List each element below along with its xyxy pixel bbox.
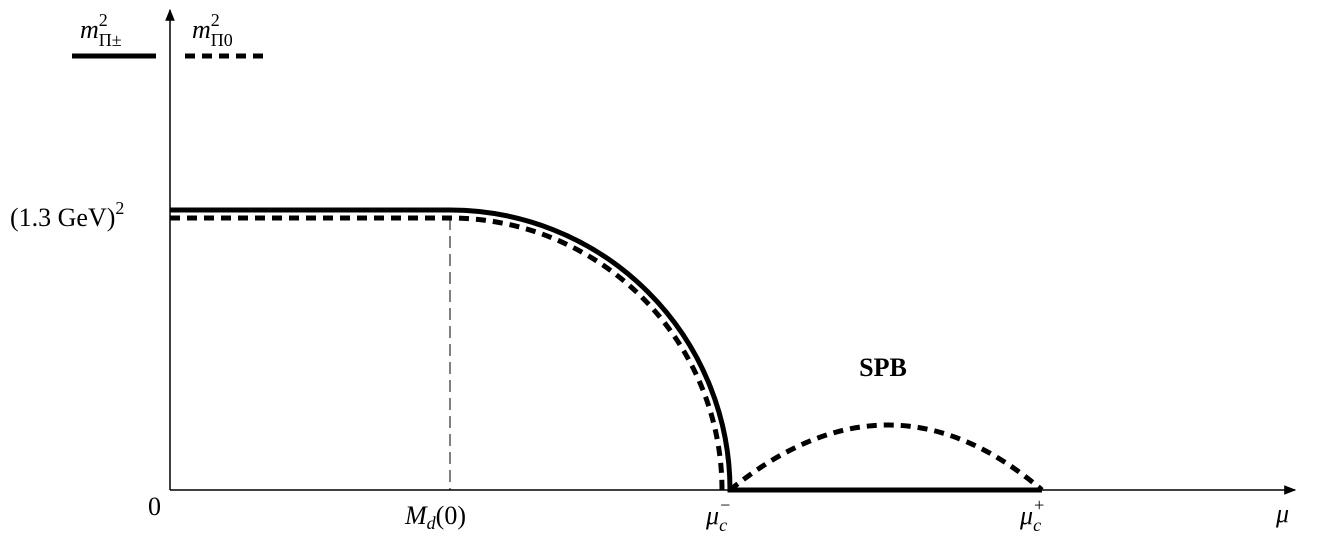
- sub: d: [427, 513, 437, 533]
- symbol: μ: [705, 501, 719, 530]
- sub: Π±: [99, 30, 122, 50]
- y-tick-label: (1.3 GeV)2: [10, 198, 124, 232]
- symbol: m: [80, 15, 99, 44]
- legend-label: m2 Π0: [192, 10, 233, 50]
- x-axis-label: μ: [1275, 499, 1289, 528]
- symbol: M: [404, 501, 428, 530]
- sup: 2: [99, 10, 108, 30]
- text: (1.3 GeV): [10, 203, 115, 232]
- x-tick-label: Md(0): [404, 501, 466, 533]
- neutral-pion-spb-curve: [728, 422, 1044, 492]
- sup: 2: [115, 198, 124, 218]
- sup: 2: [211, 10, 220, 30]
- symbol: μ: [1019, 501, 1033, 530]
- x-tick-label: μc−: [705, 495, 730, 535]
- rest: (0): [436, 501, 466, 530]
- symbol: m: [192, 15, 211, 44]
- legend-label: m2 Π±: [80, 10, 122, 50]
- charged-pion-curve: [170, 207, 1042, 493]
- neutral-pion-curve: [170, 215, 725, 491]
- y-origin-label: 0: [148, 492, 161, 521]
- sub: c: [1033, 515, 1041, 535]
- sup: +: [1034, 495, 1044, 515]
- annotation: SPB: [859, 353, 907, 382]
- sup: −: [720, 495, 730, 515]
- sub: Π0: [211, 30, 233, 50]
- sub: c: [719, 515, 727, 535]
- x-tick-label: μc+: [1019, 495, 1044, 535]
